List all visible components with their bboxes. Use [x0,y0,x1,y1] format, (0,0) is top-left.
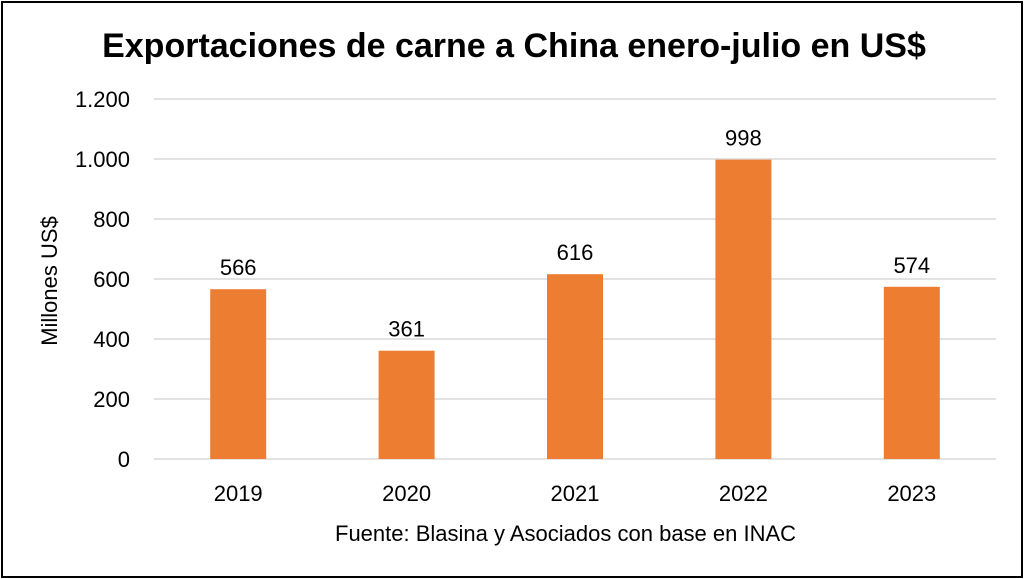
bar-2021 [547,274,603,459]
bar-2022 [715,159,772,459]
x-tick-label-2022: 2022 [719,481,768,506]
y-tick-label: 400 [93,327,130,352]
bar-2023 [883,286,940,459]
y-tick-label: 1.200 [75,87,130,112]
x-tick-label-2020: 2020 [382,481,431,506]
bar-2020 [378,350,435,459]
x-tick-label-2021: 2021 [551,481,600,506]
bar-2019 [210,289,267,459]
bars [210,159,940,459]
data-label-2023: 574 [893,253,930,278]
y-tick-label: 1.000 [75,147,130,172]
y-tick-label: 800 [93,207,130,232]
data-label-2020: 361 [388,317,425,342]
data-label-2022: 998 [725,126,762,151]
x-axis-ticks: 2019 2020 2021 2022 2023 [214,481,937,506]
chart-title: Exportaciones de carne a China enero-jul… [102,27,926,65]
data-label-2019: 566 [220,255,257,280]
y-tick-label: 600 [93,267,130,292]
x-tick-label-2023: 2023 [887,481,936,506]
data-label-2021: 616 [557,240,594,265]
y-axis-ticks: 0 200 400 600 800 1.000 1.200 [75,87,130,472]
data-labels: 566 361 616 998 574 [220,126,930,342]
x-tick-label-2019: 2019 [214,481,263,506]
y-tick-label: 0 [118,447,130,472]
source-note: Fuente: Blasina y Asociados con base en … [335,521,797,546]
y-tick-label: 200 [93,387,130,412]
